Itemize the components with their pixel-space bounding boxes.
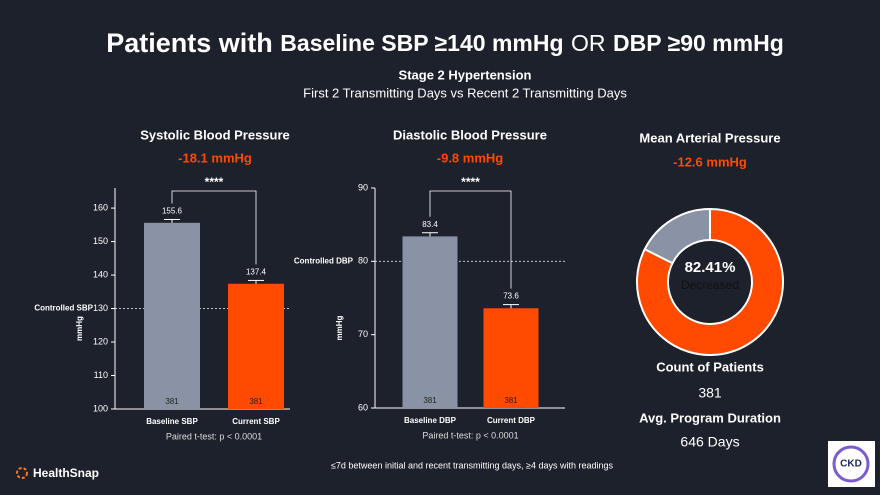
pie-category-label: Decreased	[681, 278, 739, 292]
chart-title: Systolic Blood Pressure	[140, 127, 290, 142]
chart-subtitle: -12.6 mmHg	[673, 154, 747, 169]
significance-bracket	[429, 190, 512, 289]
y-tick-label: 60	[358, 402, 368, 412]
pie-value-label: 82.41%	[685, 259, 736, 276]
y-tick-label: 110	[94, 370, 108, 380]
subtitle: Stage 2 Hypertension	[399, 67, 532, 82]
y-tick-label: 130	[93, 303, 108, 313]
reference-label: Controlled DBP	[294, 256, 354, 265]
y-tick-label: 150	[93, 236, 108, 246]
bar	[483, 308, 539, 408]
count-label: 381	[249, 397, 263, 406]
title-part: OR	[571, 30, 606, 56]
value-label: 73.6	[503, 292, 519, 301]
badge: CKD	[840, 459, 862, 470]
count-label: 381	[504, 396, 518, 405]
significance-label: ****	[205, 175, 224, 189]
value-label: 83.4	[422, 220, 438, 229]
duration-value: 646 Days	[680, 434, 739, 450]
pie-slice	[643, 207, 711, 265]
y-tick-label: 70	[358, 329, 368, 339]
x-tick-label: Baseline SBP	[146, 417, 198, 426]
y-tick-label: 160	[93, 202, 108, 212]
logo-icon	[16, 467, 28, 479]
title-part: Patients with	[106, 28, 273, 58]
test-note: Paired t-test: p < 0.0001	[166, 431, 262, 441]
chart-title: Mean Arterial Pressure	[639, 130, 780, 145]
significance-label: ****	[461, 175, 480, 189]
count-label: 381	[423, 396, 437, 405]
slide-title: Patients with Baseline SBP ≥140 mmHg OR …	[106, 28, 784, 58]
chart-subtitle: -18.1 mmHg	[178, 150, 252, 165]
badge-ring	[832, 445, 870, 483]
y-axis-label: mmHg	[75, 316, 84, 341]
bar	[228, 283, 284, 409]
value-label: 137.4	[246, 268, 267, 277]
x-tick-label: Current DBP	[487, 416, 536, 425]
count-label: 381	[165, 397, 179, 406]
bar	[144, 222, 200, 409]
pie-slice	[636, 207, 784, 356]
title-part: DBP ≥90 mmHg	[613, 30, 784, 56]
reference-label: Controlled SBP	[34, 304, 93, 313]
chart-title: Diastolic Blood Pressure	[393, 127, 547, 142]
chart-subtitle: -9.8 mmHg	[437, 150, 504, 165]
y-tick-label: 140	[93, 269, 108, 279]
count-label: Count of Patients	[656, 359, 764, 374]
footnote: ≤7d between initial and recent transmitt…	[331, 460, 614, 470]
x-tick-label: Current SBP	[232, 417, 280, 426]
significance-bracket	[171, 190, 257, 265]
y-tick-label: 90	[358, 182, 368, 192]
value-label: 155.6	[162, 207, 183, 216]
y-tick-label: 80	[358, 256, 368, 266]
bar	[402, 236, 458, 408]
duration-label: Avg. Program Duration	[639, 410, 781, 425]
subtitle: First 2 Transmitting Days vs Recent 2 Tr…	[303, 85, 627, 100]
logo: HealthSnap	[33, 466, 99, 480]
y-tick-label: 120	[93, 336, 108, 346]
test-note: Paired t-test: p < 0.0001	[422, 430, 518, 440]
count-value: 381	[698, 385, 722, 401]
y-axis-label: mmHg	[335, 315, 344, 340]
title-part: Baseline SBP ≥140 mmHg	[280, 30, 563, 56]
y-tick-label: 100	[93, 403, 108, 413]
x-tick-label: Baseline DBP	[404, 416, 457, 425]
